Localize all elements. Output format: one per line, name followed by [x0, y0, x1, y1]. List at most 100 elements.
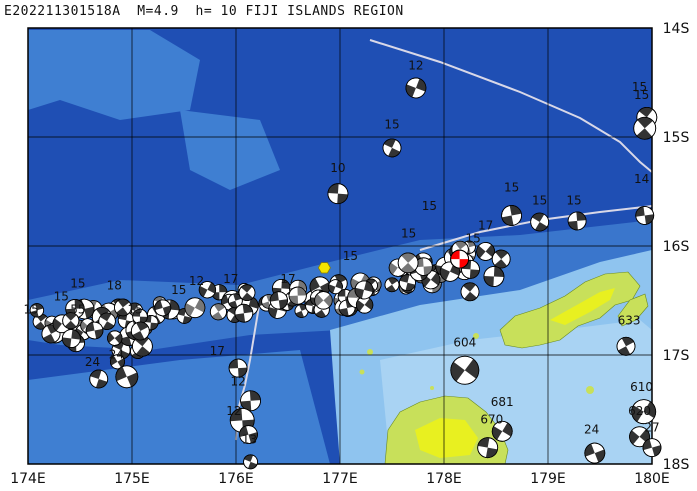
depth-label: 15	[632, 80, 647, 94]
depth-label: 15	[343, 249, 358, 263]
focal-mechanism-beachball	[107, 330, 123, 346]
lon-tick-label: 179E	[530, 471, 566, 487]
depth-label: 620	[628, 404, 651, 418]
focal-mechanism-beachball	[629, 426, 650, 448]
focal-mechanisms	[29, 77, 662, 470]
focal-mechanism-beachball	[234, 303, 254, 323]
focal-mechanism-beachball	[384, 277, 400, 293]
depth-label: 12	[226, 404, 241, 418]
depth-label: 15	[504, 181, 519, 195]
focal-mechanism-beachball	[239, 425, 258, 444]
depth-label: 15	[401, 226, 416, 240]
land-vanua-levu-high	[550, 288, 615, 325]
focal-mechanism-beachball	[355, 296, 374, 314]
focal-mechanism-beachball	[483, 266, 505, 287]
focal-mechanism-beachball	[354, 280, 374, 300]
focal-mechanism-beachball	[62, 312, 80, 330]
lon-tick-label: 177E	[322, 471, 358, 487]
lat-tick-label: 14S	[663, 21, 690, 37]
focal-mechanism-beachball	[616, 336, 636, 356]
depth-label: 15	[70, 276, 85, 290]
focal-mechanism-beachball	[584, 442, 606, 464]
depth-label: 15	[384, 117, 399, 131]
focal-mechanism-beachball	[439, 261, 461, 282]
lon-tick-label: 178E	[426, 471, 462, 487]
focal-mechanism-beachball	[491, 420, 513, 442]
depth-label: 27	[644, 420, 659, 434]
depth-label: 15	[465, 232, 480, 246]
focal-mechanism-beachball	[397, 252, 419, 274]
focal-mechanism-beachball	[288, 286, 307, 305]
depth-label: 17	[478, 219, 493, 233]
focal-mechanism-beachball	[109, 354, 125, 370]
depth-label: 24	[85, 355, 100, 369]
island	[430, 386, 434, 390]
depth-label: 17	[223, 272, 238, 286]
depth-label: 14	[634, 172, 649, 186]
map-title: E202211301518A M=4.9 h= 10 FIJI ISLANDS …	[4, 4, 404, 19]
focal-mechanism-beachball	[405, 77, 427, 99]
lon-tick-label: 176E	[218, 471, 254, 487]
focal-mechanism-beachball	[154, 299, 172, 317]
focal-mechanism-beachball	[238, 284, 256, 302]
depth-label: 15	[54, 290, 69, 304]
depth-label: 12	[408, 58, 423, 72]
focal-mechanism-beachball	[631, 399, 657, 425]
depth-label: 17	[210, 344, 225, 358]
depth-label: 15	[634, 88, 649, 102]
depth-label: 24	[584, 422, 599, 436]
focal-mechanism-beachball	[209, 303, 227, 321]
lon-tick-label: 180E	[634, 471, 670, 487]
focal-mechanism-beachball	[635, 206, 655, 225]
focal-mechanism-beachball	[642, 438, 662, 458]
depth-label: 55	[70, 303, 85, 317]
depth-label: 15	[566, 194, 581, 208]
focal-mechanism-beachball	[29, 303, 45, 318]
depth-label: 15	[422, 199, 437, 213]
focal-mechanism-beachball	[115, 365, 139, 389]
focal-mechanism-beachball	[530, 212, 550, 232]
depth-label: 13	[242, 432, 257, 446]
focal-mechanism-beachball	[567, 211, 587, 231]
focal-mechanism-beachball	[633, 116, 657, 140]
lon-tick-label: 174E	[10, 471, 46, 487]
focal-mechanism-beachball	[130, 321, 150, 341]
focal-mechanism-beachball	[328, 279, 343, 295]
lat-tick-label: 17S	[663, 348, 690, 364]
depth-label: 681	[491, 395, 514, 409]
focal-mechanism-beachball	[61, 329, 81, 348]
focal-mechanism-beachball	[198, 281, 217, 299]
focal-mechanism-beachball	[240, 390, 261, 412]
depth-label: 18	[107, 279, 122, 293]
depth-label: 604	[453, 335, 476, 349]
depth-label: 670	[480, 413, 503, 427]
focal-mechanism-beachball	[382, 138, 402, 158]
focal-mechanism-beachball	[228, 358, 248, 378]
lon-tick-label: 175E	[114, 471, 150, 487]
depth-label: 17	[280, 272, 295, 286]
focal-mechanism-beachball	[399, 274, 416, 292]
focal-mechanism-beachball	[89, 369, 109, 389]
depth-label: 24	[109, 347, 124, 361]
focal-mechanism-beachball	[243, 454, 258, 470]
main-event-beachball	[450, 249, 470, 269]
markers	[317, 249, 470, 274]
focal-mechanism-beachball	[294, 303, 309, 318]
depth-label: 15	[23, 303, 38, 317]
plate-boundary	[369, 39, 652, 173]
island	[359, 369, 365, 375]
lat-tick-label: 16S	[663, 239, 690, 255]
depth-label: 12	[189, 274, 204, 288]
focal-mechanism-beachball	[184, 297, 206, 319]
lat-tick-label: 18S	[663, 457, 690, 473]
depth-label: 10	[330, 161, 345, 175]
focal-mechanism-beachball	[114, 298, 132, 317]
lat-tick-label: 15S	[663, 130, 690, 146]
focal-mechanism-beachball	[477, 437, 499, 459]
focal-mechanism-beachball	[98, 312, 116, 330]
land-viti-levu-high	[415, 418, 478, 458]
depth-label: 15	[127, 303, 142, 317]
focal-mechanism-beachball	[460, 282, 480, 302]
depth-label: 15	[532, 194, 547, 208]
